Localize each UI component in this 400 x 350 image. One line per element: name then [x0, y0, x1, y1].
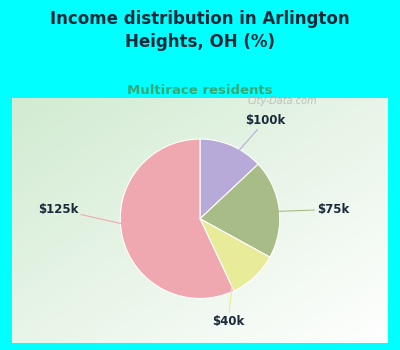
Text: Income distribution in Arlington
Heights, OH (%): Income distribution in Arlington Heights…	[50, 10, 350, 51]
Text: $100k: $100k	[222, 114, 286, 169]
Text: $75k: $75k	[254, 203, 350, 216]
Wedge shape	[120, 139, 234, 299]
Wedge shape	[200, 139, 258, 219]
Text: City-Data.com: City-Data.com	[248, 97, 317, 106]
Text: Multirace residents: Multirace residents	[127, 84, 273, 97]
Text: $125k: $125k	[38, 203, 147, 229]
Text: $40k: $40k	[212, 259, 244, 328]
Wedge shape	[200, 219, 270, 291]
Wedge shape	[200, 164, 280, 257]
